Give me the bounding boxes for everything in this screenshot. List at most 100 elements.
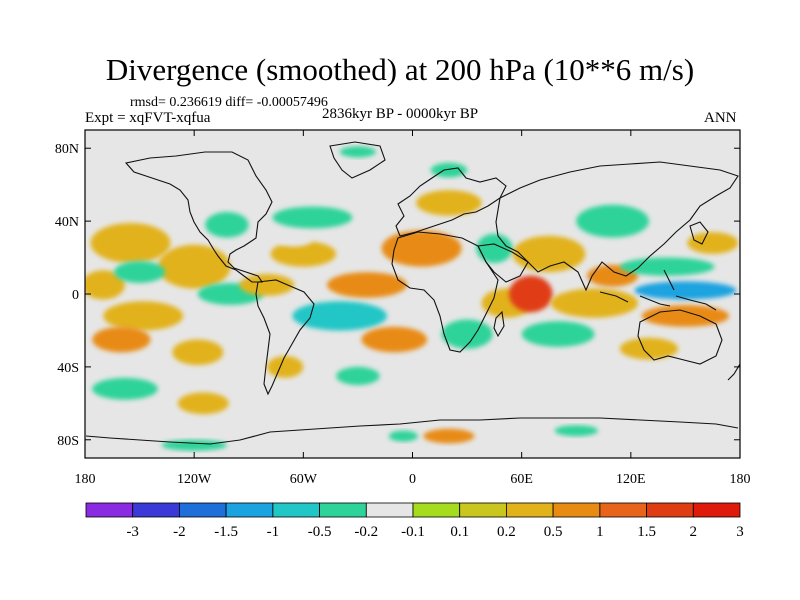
field-region-6 <box>92 377 158 400</box>
colorbar-label-0: -3 <box>126 524 139 540</box>
field-region-35 <box>619 337 679 360</box>
field-region-39 <box>161 439 227 451</box>
field-region-32 <box>634 281 737 300</box>
colorbar-swatch-0 <box>85 502 134 518</box>
experiment-label: Expt = xqFVT-xqfua <box>85 110 211 126</box>
period-label: 2836kyr BP - 0000kyr BP <box>322 106 479 122</box>
season-label: ANN <box>704 110 737 126</box>
x-tick-label-5: 120E <box>616 472 646 487</box>
colorbar-label-4: -0.5 <box>308 524 332 540</box>
field-region-37 <box>388 430 418 442</box>
colorbar-swatch-12 <box>646 502 694 518</box>
colorbar-label-1: -2 <box>173 524 186 540</box>
field-region-33 <box>641 305 730 327</box>
field-region-9 <box>114 261 166 283</box>
field-region-17 <box>361 326 428 353</box>
coastline-maritime-continent <box>599 269 717 311</box>
coastline-antarctica <box>85 417 739 445</box>
colorbar-label-3: -1 <box>267 524 280 540</box>
colorbar-swatch-1 <box>132 502 180 518</box>
field-region-5 <box>172 339 224 366</box>
colorbar-label-5: -0.2 <box>354 524 378 540</box>
colorbar-label-10: 1 <box>596 524 604 540</box>
field-region-26 <box>512 235 586 273</box>
field-region-34 <box>687 232 739 254</box>
colorbar-swatch-7 <box>412 502 461 518</box>
coastline-arabia <box>477 243 529 283</box>
coastline-africa <box>391 231 499 353</box>
x-tick-label-6: 180 <box>730 472 751 487</box>
field-region-18 <box>266 356 304 378</box>
colorbar-label-6: -0.1 <box>401 524 425 540</box>
field-region-11 <box>239 274 295 296</box>
chart-title: Divergence (smoothed) at 200 hPa (10**6 … <box>105 52 695 87</box>
coastlines <box>85 141 740 445</box>
field-region-41 <box>430 162 468 178</box>
axis-ticks: 180 120W 60W 0 60E 120E 180 80N 40N 0 40S 80S <box>55 130 751 487</box>
field-region-0 <box>90 223 171 263</box>
colorbar-label-11: 1.5 <box>637 524 656 540</box>
x-tick-label-1: 120W <box>177 472 212 487</box>
x-tick-label-4: 60E <box>510 472 533 487</box>
colorbar-label-8: 0.2 <box>497 524 516 540</box>
coastline-madagascar <box>493 310 505 338</box>
colorbar-swatch-11 <box>599 502 648 518</box>
colorbar-swatch-3 <box>225 502 274 518</box>
colorbar-swatch-8 <box>459 502 507 518</box>
colorbar-swatch-6 <box>365 502 414 518</box>
field-region-16 <box>327 272 407 298</box>
field-region-1 <box>157 244 231 289</box>
colorbar-swatch-10 <box>552 502 601 518</box>
y-tick-label-2: 0 <box>72 288 79 303</box>
field-region-40 <box>339 146 377 158</box>
coastline-greenland <box>329 141 386 179</box>
colorbar-label-13: 3 <box>736 524 744 540</box>
field-region-19 <box>336 366 380 386</box>
x-tick-label-2: 60W <box>290 472 318 487</box>
colorbar-label-12: 2 <box>690 524 698 540</box>
field-region-7 <box>177 392 229 415</box>
colorbar-swatch-4 <box>272 502 320 518</box>
stats-text: rmsd= 0.236619 diff= -0.00057496 <box>130 95 328 110</box>
colorbar-swatch-2 <box>178 502 227 518</box>
field-region-4 <box>92 326 151 353</box>
field-region-28 <box>550 288 639 318</box>
field-region-23 <box>476 233 513 263</box>
colorbar-swatch-13 <box>692 502 741 518</box>
coastline-north-america <box>124 151 273 283</box>
field-region-25 <box>509 275 553 313</box>
field-region-13 <box>272 206 353 229</box>
field-region-29 <box>576 204 649 238</box>
coastline-europe <box>395 167 507 237</box>
field-region-21 <box>416 190 482 216</box>
colorbar-swatch-5 <box>319 502 367 518</box>
field-region-38 <box>554 425 599 437</box>
field-region-20 <box>381 230 462 267</box>
x-tick-label-0: 180 <box>75 472 96 487</box>
y-tick-label-4: 80S <box>57 434 79 449</box>
field-region-14 <box>317 179 362 198</box>
field-region-3 <box>103 301 184 331</box>
colorbar: -3 -2 -1.5 -1 -0.5 -0.2 -0.1 0.1 0.2 0.5 1 1.5 2 3 <box>85 502 744 540</box>
field-region-36 <box>423 428 475 444</box>
coastline-australia <box>637 309 723 365</box>
y-tick-label-3: 40S <box>57 361 79 376</box>
field-region-8 <box>205 212 249 238</box>
x-tick-label-3: 0 <box>409 472 416 487</box>
field-region-15 <box>292 301 388 331</box>
field-region-27 <box>521 321 595 347</box>
coastline-japan <box>689 221 709 245</box>
field-region-12 <box>270 241 337 267</box>
coastline-south-america <box>255 279 315 396</box>
field-region-2 <box>85 270 125 300</box>
colorbar-label-2: -1.5 <box>214 524 238 540</box>
colorbar-swatch-9 <box>505 502 554 518</box>
colorbar-label-9: 0.5 <box>544 524 563 540</box>
colorbar-label-7: 0.1 <box>450 524 469 540</box>
field-region-31 <box>619 257 715 276</box>
field-region-42 <box>276 232 313 247</box>
coastline-asia <box>495 161 739 292</box>
y-tick-label-0: 80N <box>55 142 79 157</box>
y-tick-label-1: 40N <box>55 215 79 230</box>
